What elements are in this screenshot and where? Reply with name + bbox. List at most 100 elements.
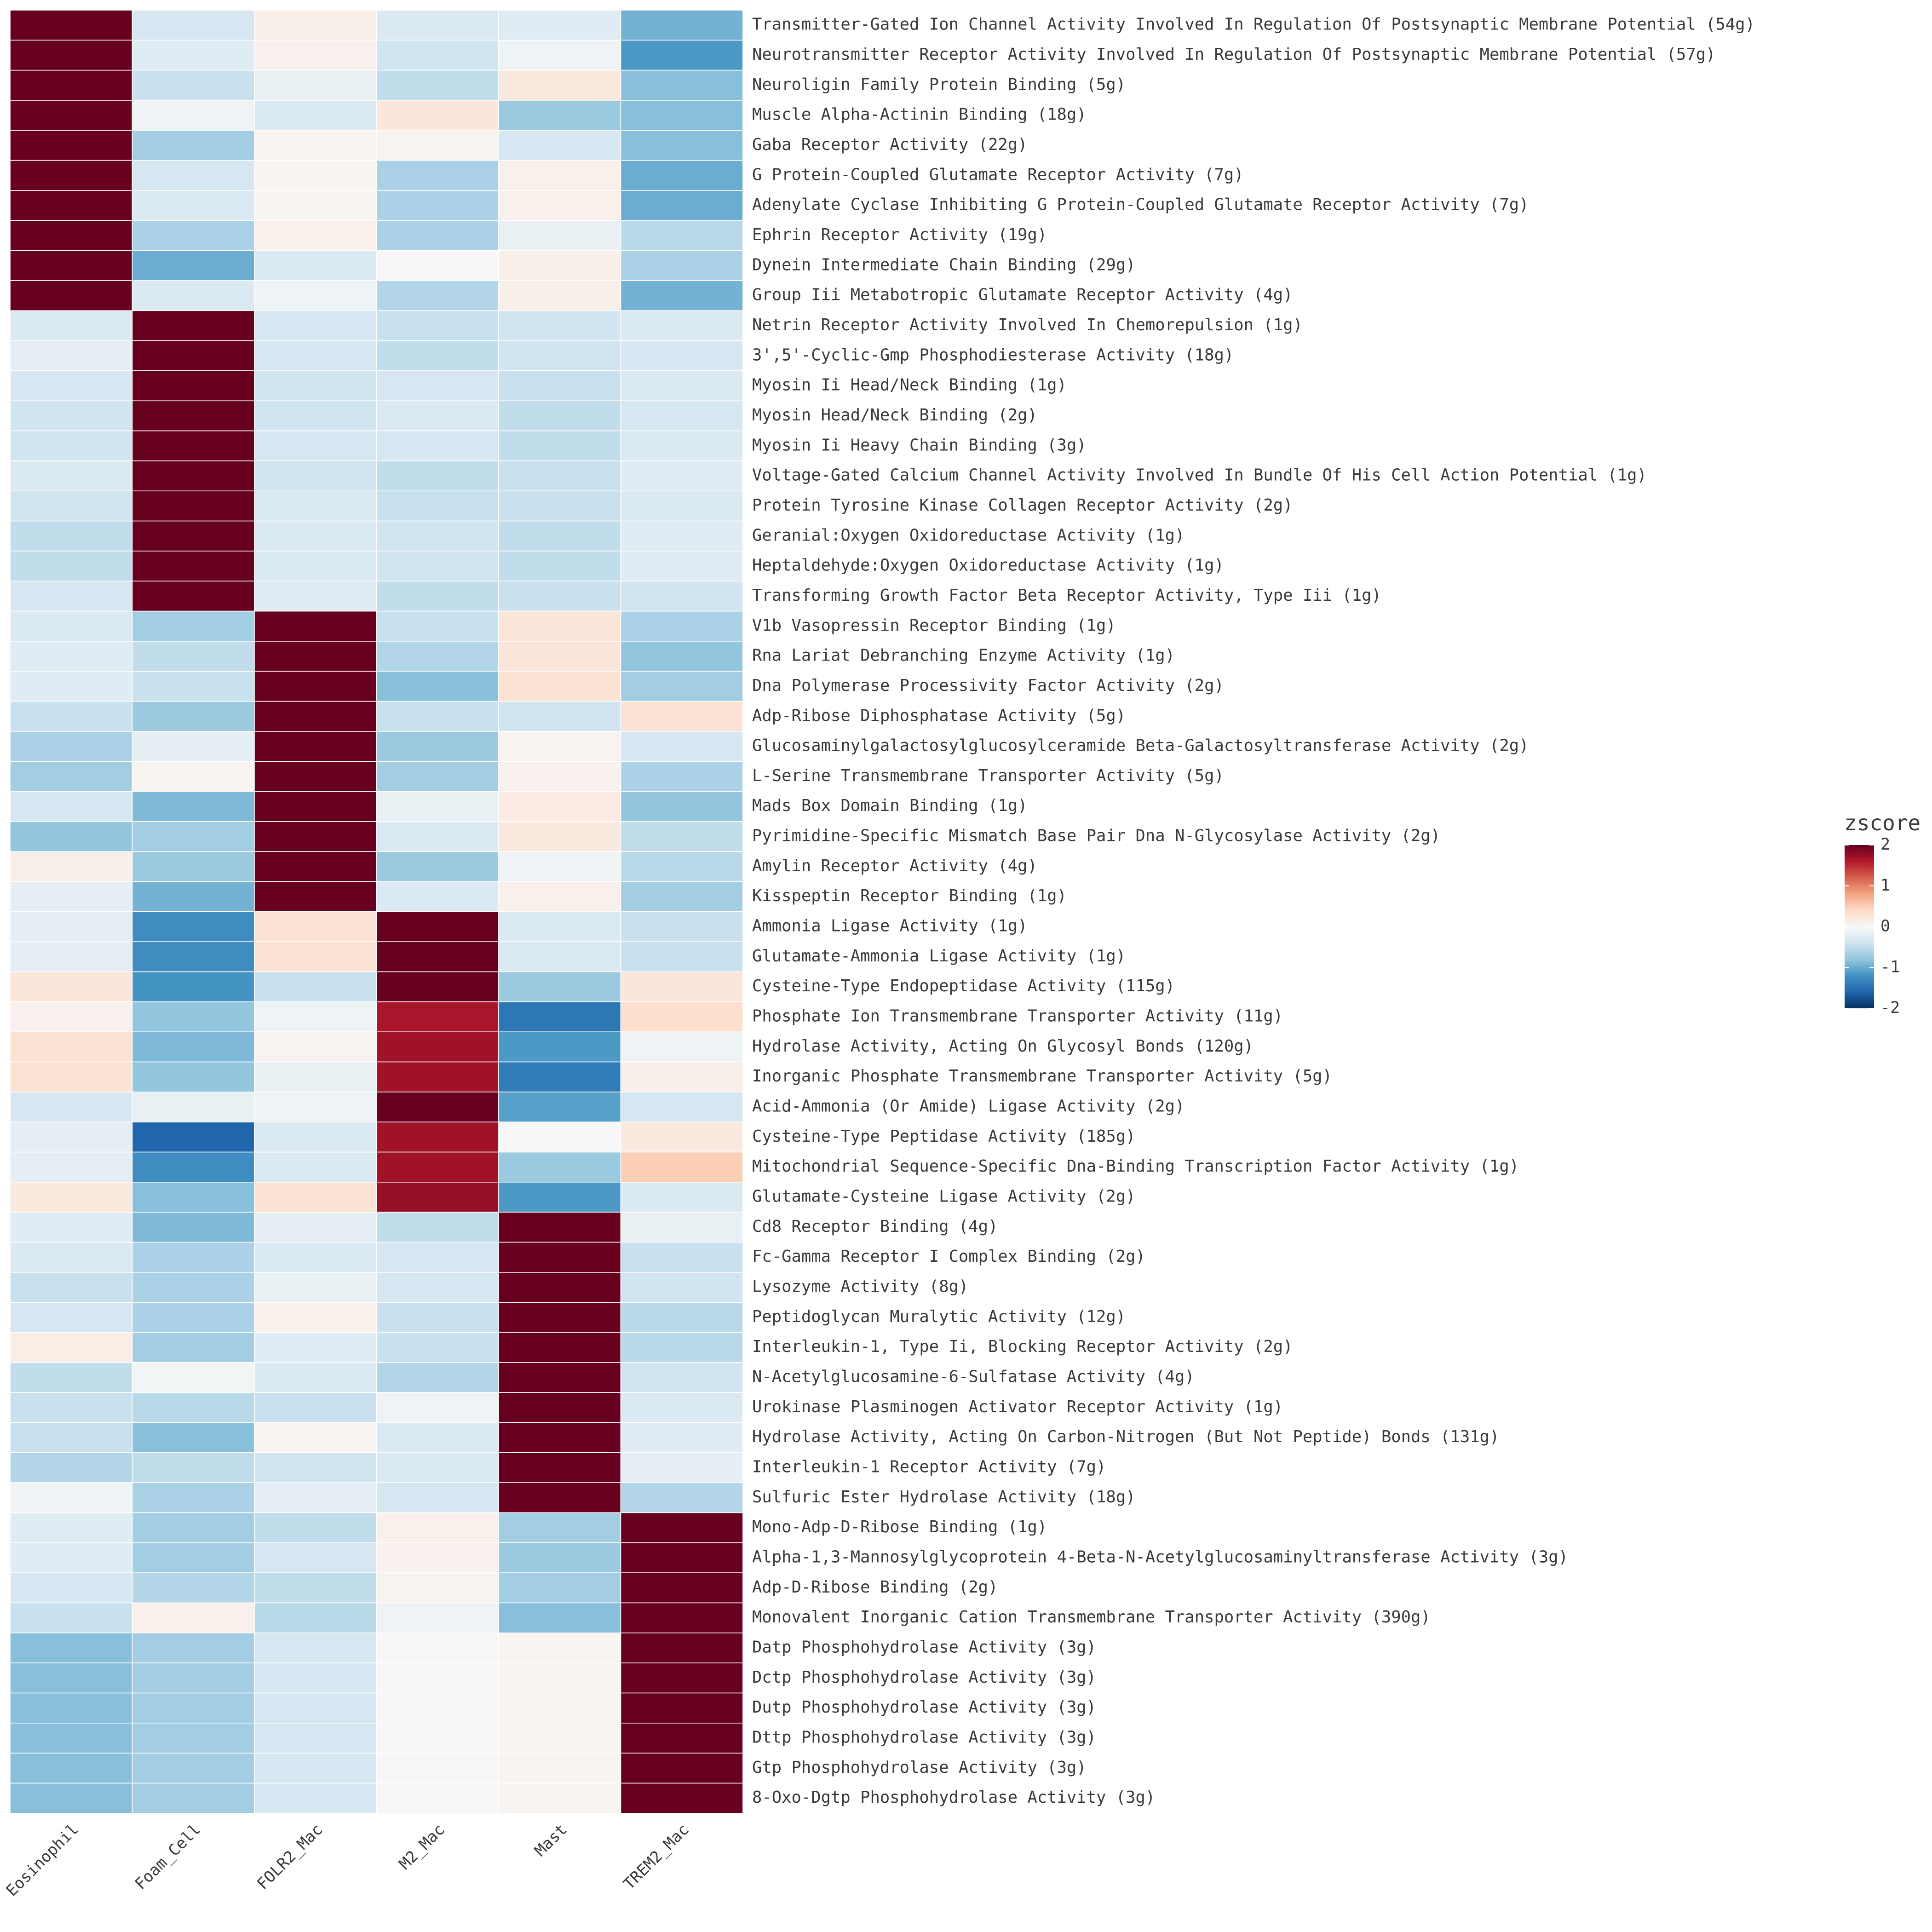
heatmap-cell-m2-mac [376,520,499,552]
heatmap-cell-mast [498,671,621,702]
heatmap-cell-mast [498,1602,621,1633]
heatmap-cell-foam-cell [132,701,255,732]
column-label-eosinophil: Eosinophil [3,1820,82,1900]
heatmap-cell-eosinophil [10,400,133,431]
heatmap-cell-folr2-mac [254,1452,377,1483]
heatmap-cell-m2-mac [376,731,499,762]
row-label: Alpha-1,3-Mannosylglycoprotein 4-Beta-N-… [752,1547,1568,1566]
row-label: Amylin Receptor Activity (4g) [752,857,1037,875]
heatmap-cell-folr2-mac [254,1662,377,1694]
heatmap-cell-eosinophil [10,160,133,191]
heatmap-cell-eosinophil [10,220,133,251]
heatmap-cell-eosinophil [10,1452,133,1483]
heatmap-cell-mast [498,370,621,402]
heatmap-cell-foam-cell [132,1782,255,1814]
heatmap-cell-folr2-mac [254,1031,377,1063]
row-label: Adp-D-Ribose Binding (2g) [752,1578,998,1597]
heatmap-cell-m2-mac [376,1362,499,1393]
heatmap-cell-mast [498,851,621,882]
heatmap-cell-folr2-mac [254,821,377,852]
heatmap-cell-eosinophil [10,250,133,281]
heatmap-cell-m2-mac [376,851,499,882]
row-label: Glutamate-Cysteine Ligase Activity (2g) [752,1187,1136,1206]
heatmap-cell-m2-mac [376,250,499,281]
heatmap-cell-eosinophil [10,130,133,161]
heatmap-cell-eosinophil [10,1121,133,1153]
heatmap-cell-mast [498,250,621,281]
heatmap-cell-mast [498,1302,621,1333]
row-label: Peptidoglycan Muralytic Activity (12g) [752,1307,1126,1326]
heatmap-cell-m2-mac [376,791,499,822]
heatmap-cell-foam-cell [132,130,255,161]
heatmap-cell-mast [498,400,621,431]
heatmap-cell-folr2-mac [254,1061,377,1092]
heatmap-cell-folr2-mac [254,190,377,221]
heatmap-cell-mast [498,551,621,582]
heatmap-cell-folr2-mac [254,1182,377,1213]
heatmap-cell-trem2-mac [620,69,743,101]
heatmap-cell-foam-cell [132,1572,255,1604]
row-label: Glucosaminylgalactosylglucosylceramide B… [752,736,1529,755]
heatmap-cell-foam-cell [132,1602,255,1633]
heatmap-cell-foam-cell [132,1151,255,1183]
heatmap-cell-folr2-mac [254,370,377,402]
heatmap-cell-mast [498,1182,621,1213]
heatmap-cell-mast [498,520,621,552]
heatmap-cell-trem2-mac [620,40,743,71]
heatmap-cell-folr2-mac [254,250,377,281]
heatmap-cell-trem2-mac [620,641,743,672]
legend-tick-label: -2 [1880,999,1900,1017]
heatmap-cells [10,10,743,1814]
heatmap-cell-trem2-mac [620,100,743,131]
heatmap-cell-trem2-mac [620,911,743,943]
heatmap-cell-m2-mac [376,1482,499,1513]
heatmap-cell-eosinophil [10,911,133,943]
heatmap-cell-foam-cell [132,1302,255,1333]
heatmap-cell-m2-mac [376,821,499,852]
heatmap-cell-eosinophil [10,1061,133,1092]
heatmap-cell-mast [498,1753,621,1784]
heatmap-cell-m2-mac [376,581,499,612]
heatmap-cell-foam-cell [132,1121,255,1153]
heatmap-cell-m2-mac [376,1332,499,1363]
heatmap-cell-trem2-mac [620,130,743,161]
row-label: Ephrin Receptor Activity (19g) [752,225,1047,244]
heatmap-cell-foam-cell [132,911,255,943]
heatmap-cell-foam-cell [132,1662,255,1694]
heatmap-cell-trem2-mac [620,1092,743,1123]
heatmap-cell-foam-cell [132,220,255,251]
heatmap-cell-mast [498,160,621,191]
heatmap-cell-eosinophil [10,1782,133,1814]
heatmap-cell-trem2-mac [620,280,743,311]
heatmap-cell-mast [498,1662,621,1694]
heatmap-cell-m2-mac [376,1151,499,1183]
heatmap-cell-foam-cell [132,791,255,822]
column-label-trem2-mac: TREM2_Mac [620,1820,693,1893]
row-label: Dna Polymerase Processivity Factor Activ… [752,676,1224,695]
heatmap-cell-folr2-mac [254,911,377,943]
heatmap-cell-trem2-mac [620,881,743,912]
heatmap-cell-trem2-mac [620,1542,743,1573]
row-label: Mads Box Domain Binding (1g) [752,796,1027,815]
heatmap-cell-mast [498,430,621,461]
column-label-mast: Mast [531,1820,570,1860]
heatmap-cell-trem2-mac [620,1392,743,1423]
heatmap-cell-trem2-mac [620,581,743,612]
heatmap-cell-mast [498,10,621,41]
heatmap-cell-foam-cell [132,971,255,1002]
heatmap-cell-folr2-mac [254,761,377,792]
heatmap-cell-trem2-mac [620,1572,743,1604]
heatmap-cell-folr2-mac [254,430,377,461]
heatmap-cell-m2-mac [376,400,499,431]
heatmap-cell-folr2-mac [254,791,377,822]
heatmap-cell-mast [498,1392,621,1423]
row-label: Mono-Adp-D-Ribose Binding (1g) [752,1518,1047,1536]
heatmap-cell-folr2-mac [254,1092,377,1123]
row-label: Ammonia Ligase Activity (1g) [752,917,1027,936]
heatmap-cell-folr2-mac [254,280,377,311]
heatmap-cell-trem2-mac [620,1212,743,1243]
heatmap-cell-m2-mac [376,1272,499,1303]
heatmap-cell-trem2-mac [620,551,743,582]
heatmap-cell-trem2-mac [620,1602,743,1633]
